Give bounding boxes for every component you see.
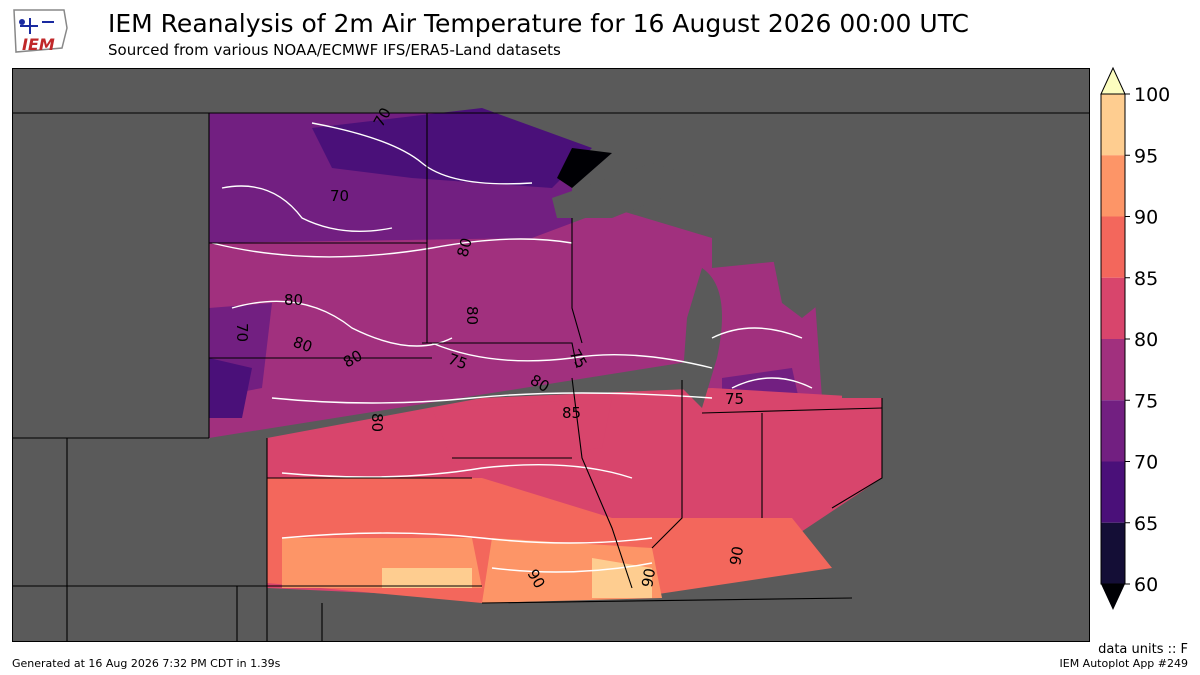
colorbar-band [1101, 339, 1125, 401]
colorbar-segments [1100, 66, 1126, 610]
colorbar-tick-label: 70 [1134, 452, 1158, 474]
iem-logo: IEM [13, 9, 68, 54]
colorbar-tick-label: 65 [1134, 513, 1158, 535]
colorbar-labels: 100 95 90 85 80 75 70 65 60 [1125, 84, 1170, 596]
generated-timestamp: Generated at 16 Aug 2026 7:32 PM CDT in … [12, 657, 281, 670]
contour-label: 75 [446, 350, 470, 373]
colorbar-tick-label: 60 [1134, 574, 1158, 596]
contour-label: 80 [284, 291, 303, 309]
temperature-map: 70 70 70 80 80 80 80 80 80 75 80 85 90 9… [12, 68, 1090, 642]
colorbar-tick-label: 75 [1134, 390, 1158, 412]
contour-label: 70 [233, 323, 251, 342]
contour-label: 80 [291, 333, 315, 356]
colorbar-tick-label: 100 [1134, 84, 1170, 106]
colorbar-band [1101, 400, 1125, 462]
contour-label: 75 [725, 390, 744, 408]
page-subtitle: Sourced from various NOAA/ECMWF IFS/ERA5… [108, 41, 561, 59]
contour-label: 85 [562, 404, 581, 422]
colorbar-tick-label: 90 [1134, 207, 1158, 229]
contour-label: 80 [463, 306, 481, 325]
app-id-label: IEM Autoplot App #249 [1059, 657, 1189, 670]
colorbar-band [1101, 461, 1125, 523]
logo-text: IEM [22, 35, 55, 54]
colorbar-band [1101, 155, 1125, 217]
page-title: IEM Reanalysis of 2m Air Temperature for… [108, 9, 969, 38]
contour-label: 80 [368, 413, 386, 432]
colorbar-band [1101, 94, 1125, 156]
contour-label: 90 [638, 567, 659, 589]
colorbar-underflow-triangle [1101, 584, 1125, 610]
colorbar-band [1101, 522, 1125, 584]
contour-label: 70 [330, 187, 349, 205]
colorbar-tick-label: 85 [1134, 268, 1158, 290]
colorbar-tick-label: 80 [1134, 329, 1158, 351]
temperature-fill [12, 108, 1090, 642]
state-borders [12, 112, 1090, 642]
map-border [12, 68, 1090, 642]
colorbar-band [1101, 277, 1125, 339]
colorbar-tick-label: 95 [1134, 145, 1158, 167]
contour-label: 90 [726, 545, 747, 567]
colorbar: 100 95 90 85 80 75 70 65 60 [1100, 66, 1170, 610]
contour-label: 80 [453, 236, 475, 259]
data-units-label: data units :: F [1098, 642, 1188, 657]
colorbar-band [1101, 216, 1125, 278]
contour-lines [211, 122, 813, 573]
colorbar-overflow-triangle [1100, 66, 1126, 95]
